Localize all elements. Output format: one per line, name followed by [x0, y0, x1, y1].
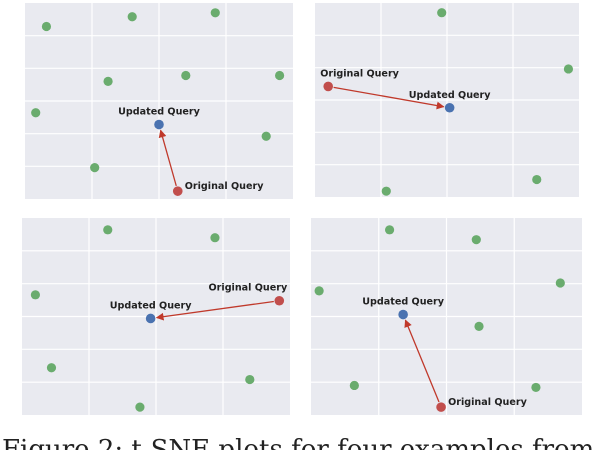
caption-text: Figure 2: t-SNE plots for four examples … — [2, 436, 600, 450]
original-query-point — [172, 186, 183, 196]
sample-point — [181, 70, 191, 81]
sample-point — [261, 131, 271, 141]
updated-query-label: Updated Query — [118, 107, 201, 118]
original-query-point — [436, 402, 446, 412]
sample-point — [555, 278, 565, 288]
tsne-panel-4: Updated Query Original Query — [311, 218, 582, 415]
updated-query-point — [145, 313, 156, 324]
sample-point — [275, 70, 285, 81]
sample-point — [563, 64, 574, 74]
updated-query-point — [154, 119, 164, 130]
sample-point — [46, 363, 57, 373]
sample-point — [531, 382, 541, 393]
sample-point — [437, 8, 447, 18]
updated-query-label: Updated Query — [362, 297, 445, 308]
original-query-label: Original Query — [320, 68, 399, 79]
sample-point — [135, 402, 145, 412]
original-query-label: Original Query — [448, 397, 527, 408]
sample-point — [30, 290, 40, 300]
original-query-label: Original Query — [209, 283, 288, 294]
tsne-panel-2: Updated Query Original Query — [315, 3, 579, 197]
sample-point — [381, 186, 391, 196]
sample-point — [245, 374, 255, 385]
sample-point — [471, 235, 481, 245]
sample-point — [41, 21, 52, 32]
sample-point — [349, 380, 359, 391]
original-query-point — [323, 81, 333, 92]
query-update-arrow — [404, 319, 440, 403]
sample-point — [384, 225, 395, 235]
updated-query-point — [444, 102, 455, 113]
sample-point — [314, 286, 324, 296]
sample-point — [90, 163, 100, 173]
query-update-arrow — [333, 86, 445, 110]
original-query-label: Original Query — [185, 181, 264, 192]
sample-point — [210, 233, 220, 243]
updated-query-point — [398, 309, 408, 320]
sample-point — [103, 225, 113, 235]
sample-point — [127, 12, 137, 22]
updated-query-label: Updated Query — [110, 300, 193, 311]
sample-point — [103, 76, 113, 86]
query-update-arrow — [155, 300, 274, 321]
figure-caption: Figure 2: t-SNE plots for four examples … — [0, 436, 600, 450]
tsne-panel-3: Updated Query Original Query — [22, 218, 290, 415]
original-query-point — [274, 295, 285, 306]
query-update-arrow — [158, 129, 177, 187]
updated-query-label: Updated Query — [409, 90, 492, 101]
tsne-panel-1: Updated Query Original Query — [25, 3, 293, 199]
sample-point — [210, 8, 220, 18]
sample-point — [532, 174, 542, 185]
sample-point — [474, 321, 484, 331]
sample-point — [31, 108, 41, 118]
